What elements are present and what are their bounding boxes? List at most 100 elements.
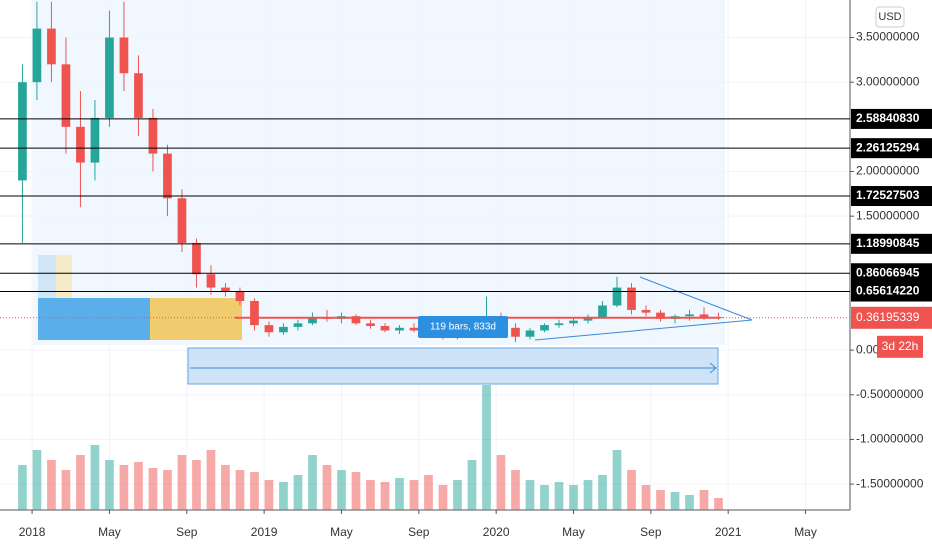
last-price: 0.36195339 bbox=[856, 310, 920, 324]
level-label: 2.58840830 bbox=[856, 111, 920, 125]
volume-bar bbox=[482, 385, 491, 510]
volume-bar bbox=[438, 485, 448, 510]
candle-body bbox=[395, 327, 404, 331]
candle-body bbox=[380, 326, 390, 331]
volume-bar bbox=[496, 455, 506, 510]
volume-bar bbox=[670, 492, 680, 510]
volume-bar bbox=[366, 480, 375, 510]
x-tick-label: Sep bbox=[408, 525, 430, 539]
volume-bar bbox=[395, 478, 404, 510]
candle-body bbox=[525, 330, 535, 337]
candle-body bbox=[308, 317, 317, 324]
candle-body bbox=[511, 327, 520, 337]
candle-body bbox=[250, 300, 259, 326]
candle-body bbox=[192, 242, 201, 275]
volume-bar bbox=[18, 465, 27, 510]
candle-body bbox=[235, 291, 245, 301]
y-tick-label: 1.50000000 bbox=[856, 208, 920, 222]
y-tick-label: 3.00000000 bbox=[856, 74, 920, 88]
candle-body bbox=[569, 320, 578, 324]
y-tick-label: -1.50000000 bbox=[856, 476, 924, 490]
volume-bar bbox=[322, 465, 332, 510]
y-tick-label: 2.00000000 bbox=[856, 164, 920, 178]
volume-bar bbox=[641, 485, 651, 510]
volume-bar bbox=[235, 470, 245, 510]
volume-bar bbox=[90, 445, 100, 510]
volume-bar bbox=[511, 470, 520, 510]
level-label-box bbox=[851, 108, 932, 129]
candle-body bbox=[206, 274, 216, 288]
candle-body bbox=[409, 327, 419, 331]
measure-label: 119 bars, 833d bbox=[430, 322, 496, 333]
candle-body bbox=[221, 287, 230, 292]
candle-body bbox=[598, 305, 607, 318]
candle-body bbox=[656, 312, 665, 319]
level-label: 1.18990845 bbox=[856, 236, 920, 250]
volume-bar bbox=[569, 485, 578, 510]
volume-profile bbox=[56, 255, 72, 298]
candle-body bbox=[61, 64, 71, 127]
candle-body bbox=[351, 316, 361, 324]
candle-body bbox=[76, 126, 85, 163]
candle-body bbox=[18, 82, 27, 181]
countdown: 3d 22h bbox=[882, 339, 919, 353]
volume-bar bbox=[467, 460, 477, 510]
volume-bar bbox=[47, 460, 56, 510]
volume-bar bbox=[105, 460, 114, 510]
candle-body bbox=[685, 314, 694, 317]
volume-bar bbox=[453, 480, 462, 510]
x-tick-label: May bbox=[98, 525, 121, 539]
volume-bar bbox=[293, 475, 303, 510]
volume-bar bbox=[32, 450, 42, 510]
candle-body bbox=[163, 153, 172, 199]
candle-body bbox=[119, 37, 129, 74]
volume-bar bbox=[424, 475, 433, 510]
volume-bar bbox=[61, 470, 71, 510]
y-tick-label: -1.00000000 bbox=[856, 432, 924, 446]
volume-bar bbox=[119, 465, 129, 510]
candle-body bbox=[32, 28, 42, 83]
candle-body bbox=[554, 323, 564, 326]
candle-body bbox=[264, 325, 274, 333]
candle-body bbox=[612, 287, 622, 306]
triangle-line bbox=[639, 276, 753, 321]
volume-bar bbox=[714, 498, 723, 510]
volume-bar bbox=[308, 455, 317, 510]
y-tick-label: 3.50000000 bbox=[856, 30, 920, 44]
volume-bar bbox=[264, 480, 274, 510]
y-tick-label: -0.50000000 bbox=[856, 387, 924, 401]
volume-bar bbox=[76, 455, 85, 510]
volume-bar bbox=[337, 470, 346, 510]
last-price-box bbox=[851, 306, 932, 329]
volume-bar bbox=[656, 490, 665, 510]
volume-bar bbox=[612, 450, 622, 510]
x-tick-label: 2019 bbox=[251, 525, 278, 539]
volume-bar bbox=[540, 485, 549, 510]
level-label: 0.86066945 bbox=[856, 265, 920, 279]
x-tick-label: May bbox=[794, 525, 817, 539]
countdown-box bbox=[877, 335, 923, 358]
candle-body bbox=[583, 317, 593, 321]
candle-body bbox=[279, 326, 288, 333]
volume-bar bbox=[134, 462, 143, 510]
candle-body bbox=[366, 323, 375, 327]
volume-bar bbox=[583, 480, 593, 510]
candle-body bbox=[177, 198, 187, 243]
candle-body bbox=[47, 28, 56, 65]
level-label-box bbox=[851, 138, 932, 159]
x-tick-label: Sep bbox=[640, 525, 662, 539]
x-tick-label: Sep bbox=[176, 525, 198, 539]
level-label-box bbox=[851, 263, 932, 284]
volume-bar bbox=[351, 472, 361, 510]
currency: USD bbox=[878, 11, 901, 23]
volume-profile bbox=[150, 298, 242, 340]
volume-bar bbox=[279, 482, 288, 510]
currency-box bbox=[875, 6, 905, 28]
x-tick-label: 2018 bbox=[19, 525, 46, 539]
measure-area bbox=[33, 0, 725, 345]
level-label-box bbox=[851, 233, 932, 254]
candle-body bbox=[641, 309, 651, 313]
volume-bar bbox=[221, 465, 230, 510]
candle-body bbox=[148, 117, 158, 154]
